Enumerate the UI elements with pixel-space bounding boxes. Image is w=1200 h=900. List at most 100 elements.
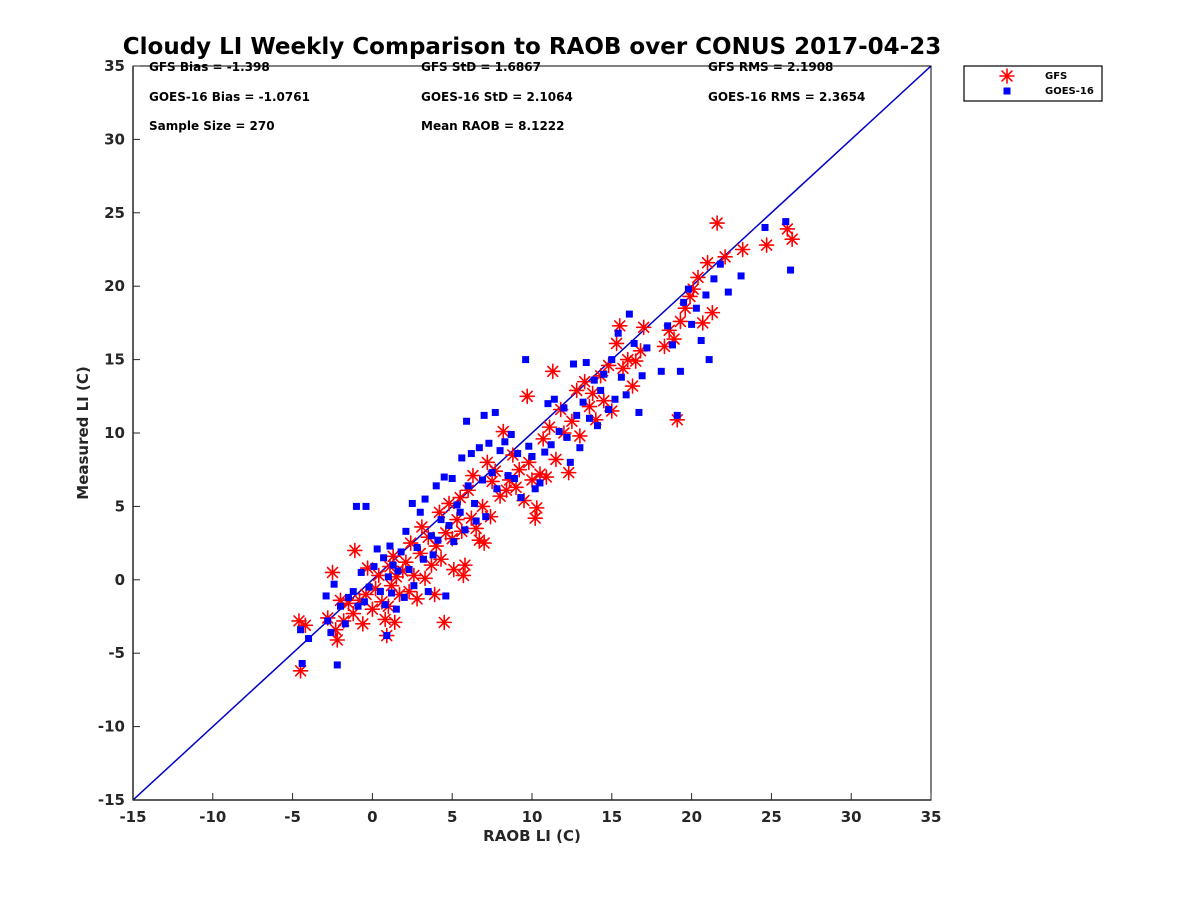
goes16-point [496,447,504,455]
goes16-point [397,548,405,556]
gfs-point [358,586,374,603]
goes16-point [357,568,365,576]
gfs-point [511,461,528,478]
gfs-point [690,269,706,286]
gfs-point [596,392,612,409]
gfs-point [508,479,524,496]
stat-text: GOES-16 StD = 2.1064 [421,90,573,104]
gfs-point [364,601,381,617]
goes16-point [388,589,396,597]
goes16-point [402,527,410,535]
goes16-point [461,526,469,534]
x-tick-label: 15 [601,808,622,826]
gfs-point [784,231,800,248]
goes16-point [344,593,352,601]
gfs-point [677,300,694,317]
gfs-point [438,525,454,541]
gfs-point [572,428,588,444]
x-tick-label: 30 [841,808,862,826]
goes16-point [434,536,442,544]
goes16-point [664,322,672,330]
gfs-point [445,561,462,578]
gfs-point [441,495,457,512]
goes16-point [514,450,522,458]
gfs-point [377,611,393,628]
x-tick-label: -15 [119,808,146,826]
goes16-point [365,583,373,591]
gfs-point [386,614,403,631]
goes16-point [657,367,665,375]
goes16-point [298,659,306,667]
goes16-point [413,544,421,552]
goes16-point [614,329,622,337]
gfs-point [528,500,545,516]
goes16-point [676,367,684,375]
gfs-point [519,388,536,405]
goes16-point [408,499,416,507]
goes16-point [510,475,518,483]
goes16-point [362,502,370,510]
goes16-point [370,563,378,571]
goes16-point [668,341,676,349]
goes16-point [458,454,466,462]
y-tick-label: 20 [104,277,125,295]
y-tick-label: -5 [108,644,125,662]
goes16-point [761,223,769,231]
gfs-point [635,319,652,336]
goes16-point [381,601,389,609]
x-tick-label: 35 [921,808,942,826]
goes16-point [297,626,305,634]
goes16-point [467,450,475,458]
gfs-point [417,570,433,587]
goes16-point [448,475,456,483]
goes16-point [724,288,732,296]
y-axis-ticks: -15 -10 -5 0 5 10 15 20 25 30 35 [98,57,140,809]
goes16-point [697,337,705,345]
gfs-point [370,567,387,584]
goes16-point [419,555,427,563]
goes16-point [684,285,692,293]
goes16-point [569,360,577,368]
x-tick-label: -10 [199,808,226,826]
x-tick-label: 5 [447,808,457,826]
goes16-point [593,422,601,430]
goes16-point [475,444,483,452]
y-tick-label: 10 [104,424,125,442]
gfs-point [465,467,481,484]
goes16-point [376,588,384,596]
goes16-point [680,298,688,306]
gfs-point [527,510,543,526]
gfs-point [436,614,453,631]
gfs-point [544,363,561,380]
goes16-point [560,404,568,412]
goes16-point [394,567,402,575]
gfs-point [548,451,564,468]
y-tick-label: 0 [115,571,125,589]
goes16-point [400,593,408,601]
goes16-point [479,476,487,484]
gfs-point [498,482,515,499]
goes16-point [643,344,651,352]
y-tick-label: 30 [104,130,125,148]
goes16-point [330,580,338,588]
gfs-point [355,616,371,632]
gfs-point [608,335,625,352]
goes16-point [471,499,479,507]
goes16-point [389,561,397,569]
goes16-point [579,398,587,406]
legend-box [963,65,1103,102]
goes16-point [386,542,394,550]
goes16-point [349,588,357,596]
goes16-point [617,373,625,381]
goes16-point [531,485,539,493]
goes16-point [673,411,681,419]
goes16-point [427,532,435,540]
goes16-point [525,442,533,450]
goes16-point [392,605,400,613]
goes16-point [787,266,795,274]
gfs-point [758,237,775,253]
stat-text: GOES-16 RMS = 2.3654 [708,90,865,104]
goes16-point [383,632,391,640]
x-tick-label: -5 [284,808,301,826]
goes16-point [507,430,515,438]
